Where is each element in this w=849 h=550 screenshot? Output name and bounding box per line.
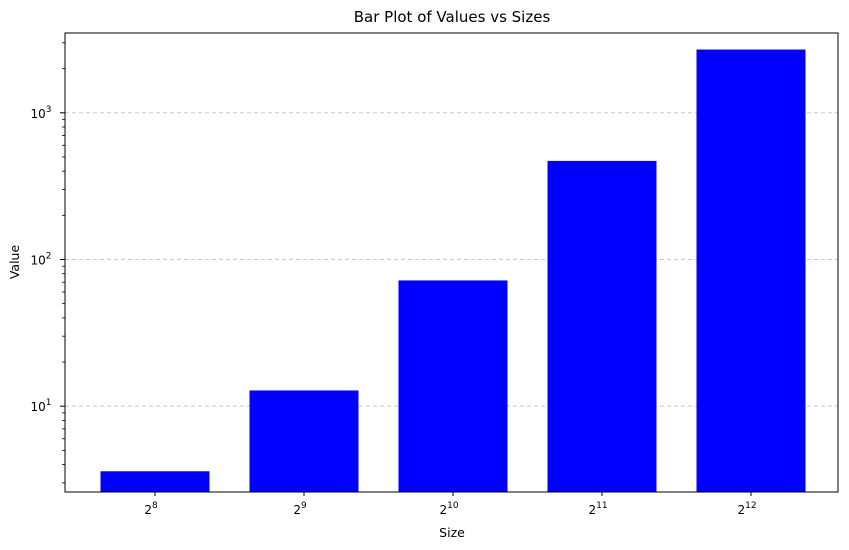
x-tick-label: 210 <box>439 501 458 517</box>
bar <box>696 49 806 492</box>
x-tick-label: 211 <box>588 501 607 517</box>
bars <box>100 49 806 492</box>
ticks: 28 29 210 211 212 101 102 103 <box>30 42 757 517</box>
chart-title: Bar Plot of Values vs Sizes <box>354 8 551 26</box>
y-axis-label: Value <box>7 245 22 280</box>
y-tick-label: 102 <box>30 251 51 267</box>
x-axis-label: Size <box>439 525 465 540</box>
x-tick-label: 28 <box>144 501 158 517</box>
y-tick-label: 103 <box>30 105 51 121</box>
axes <box>64 32 839 493</box>
x-tick-label: 29 <box>293 501 307 517</box>
plot-frame <box>64 32 839 493</box>
y-tick-label: 101 <box>30 398 51 414</box>
bar <box>100 471 210 492</box>
bar <box>398 280 508 492</box>
x-tick-label: 212 <box>737 501 756 517</box>
bar <box>249 390 359 492</box>
bar <box>547 160 657 492</box>
